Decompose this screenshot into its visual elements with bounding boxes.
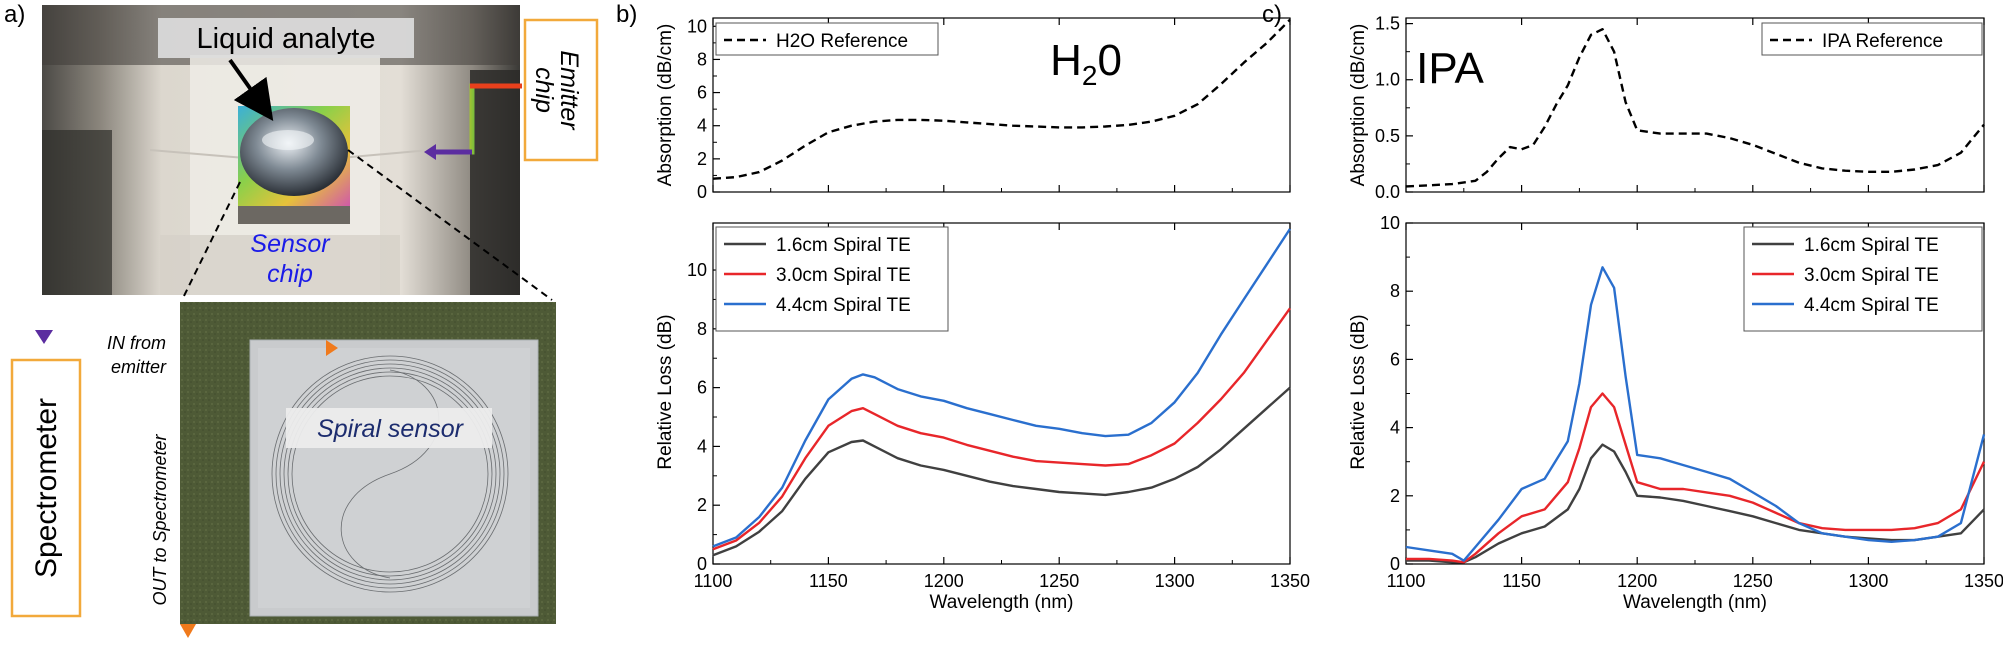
legend-label: 1.6cm Spiral TE [776, 235, 911, 256]
legend-label: 4.4cm Spiral TE [1804, 295, 1939, 316]
liquid-label-box [158, 18, 414, 58]
y-tick-label: 6 [1390, 349, 1400, 369]
sensor-label-1: Sensor [250, 230, 331, 258]
spiral-label-box [286, 408, 492, 448]
x-axis-label: Wavelength (nm) [930, 592, 1074, 613]
x-tick-label: 1350 [1964, 571, 2003, 591]
y-tick-label: 8 [697, 319, 707, 339]
chart-ipa-relative-loss: 0 2 4 6 8 10 1100 1150 1200 1250 1300 1350 Relative … [1348, 213, 2003, 613]
panel-b: b) [616, 1, 637, 28]
y-tick-label: 10 [687, 260, 707, 280]
x-tick-label: 1200 [1617, 571, 1657, 591]
y-tick-label: 8 [697, 49, 707, 69]
panel-label-c: c) [1262, 1, 1282, 28]
in-label-1: IN from [107, 333, 166, 353]
y-tick-label: 2 [697, 495, 707, 515]
series-line-4-4cm-spiral-te [1405, 266, 1986, 562]
legend-label: H2O Reference [776, 31, 908, 52]
out-label: OUT to Spectrometer [150, 433, 170, 605]
legend-label: 3.0cm Spiral TE [776, 265, 911, 286]
y-tick-label: 0 [697, 182, 707, 202]
spiral-micrograph: Spiral sensor [180, 302, 556, 624]
legend-label: 4.4cm Spiral TE [776, 295, 911, 316]
y-tick-label: 2 [1390, 486, 1400, 506]
x-tick-label: 1300 [1155, 571, 1195, 591]
y-tick-label: 10 [1380, 213, 1400, 233]
y-axis-label: Relative Loss (dB) [1348, 314, 1369, 469]
series-line-h2o-reference [712, 18, 1291, 180]
chart-h2o-absorption: 0 2 4 6 8 10 Absorption (dB/cm) H2O Reference H2… [655, 16, 1291, 202]
x-tick-label: 1100 [694, 571, 733, 591]
x-tick-label: 1150 [809, 571, 848, 591]
y-axis-label: Absorption (dB/cm) [1348, 24, 1369, 187]
legend-label: 1.6cm Spiral TE [1804, 235, 1939, 256]
liquid-droplet [240, 108, 348, 196]
y-tick-label: 0 [1390, 554, 1400, 574]
x-tick-label: 1150 [1502, 571, 1541, 591]
series-line-1-6cm-spiral-te [712, 386, 1291, 557]
y-tick-label: 6 [697, 378, 707, 398]
y-tick-label: 10 [687, 16, 707, 36]
y-tick-label: 4 [1390, 418, 1400, 438]
y-tick-label: 4 [697, 436, 707, 456]
y-tick-label: 8 [1390, 281, 1400, 301]
spiral-label: Spiral sensor [317, 415, 465, 443]
y-tick-label: 6 [697, 83, 707, 103]
panel-label-b: b) [616, 1, 637, 28]
y-axis-label: Absorption (dB/cm) [655, 24, 676, 187]
big-label: IPA [1416, 44, 1484, 93]
x-tick-label: 1200 [924, 571, 964, 591]
y-tick-label: 0 [697, 554, 707, 574]
y-tick-label: 1.0 [1375, 70, 1400, 90]
legend-label: IPA Reference [1822, 31, 1943, 52]
x-tick-label: 1250 [1733, 571, 1773, 591]
y-tick-label: 4 [697, 116, 707, 136]
x-tick-label: 1350 [1270, 571, 1310, 591]
big-label: H20 [1050, 36, 1122, 91]
y-axis-label: Relative Loss (dB) [655, 314, 676, 469]
sensor-label-2: chip [267, 260, 313, 288]
in-label-2: emitter [111, 357, 167, 377]
series-line-ipa-reference [1405, 28, 1985, 188]
series-line-1-6cm-spiral-te [1406, 443, 1985, 564]
sensor-chip-photo [238, 106, 350, 224]
series-line-4-4cm-spiral-te [712, 228, 1292, 548]
spectrometer-label: Spectrometer [30, 398, 63, 578]
liquid-arrow [228, 58, 274, 122]
x-axis-label: Wavelength (nm) [1623, 592, 1767, 613]
x-tick-label: 1250 [1039, 571, 1079, 591]
y-tick-label: 0.5 [1375, 126, 1400, 146]
liquid-label: Liquid analyte [197, 23, 376, 55]
panel-label-a: a) [4, 1, 25, 28]
panel-c: c) [1262, 1, 1282, 28]
spectrometer-box [10, 358, 82, 618]
y-tick-label: 0.0 [1375, 182, 1400, 202]
series-line-3-0cm-spiral-te [1406, 392, 1986, 564]
zoom-line-right [347, 149, 553, 301]
emitter-chip-box [523, 18, 599, 162]
emitter-label-1: Emitter [555, 50, 583, 131]
zoom-line-left [181, 181, 241, 301]
y-tick-label: 2 [697, 149, 707, 169]
y-tick-label: 1.5 [1375, 14, 1400, 34]
series-line-3-0cm-spiral-te [712, 307, 1291, 551]
legend-label: 3.0cm Spiral TE [1804, 265, 1939, 286]
chart-h2o-relative-loss: 0 2 4 6 8 10 1100 1150 1200 1250 1300 1350 Relative … [655, 222, 1310, 613]
x-tick-label: 1300 [1848, 571, 1888, 591]
panel-a: a) Liquid analyte Emitter chip [4, 1, 599, 638]
chart-ipa-absorption: 0.0 0.5 1.0 1.5 Absorption (dB/cm) IPA Refere… [1348, 14, 1985, 202]
x-tick-label: 1100 [1387, 571, 1426, 591]
emitter-label-2: chip [530, 67, 558, 113]
